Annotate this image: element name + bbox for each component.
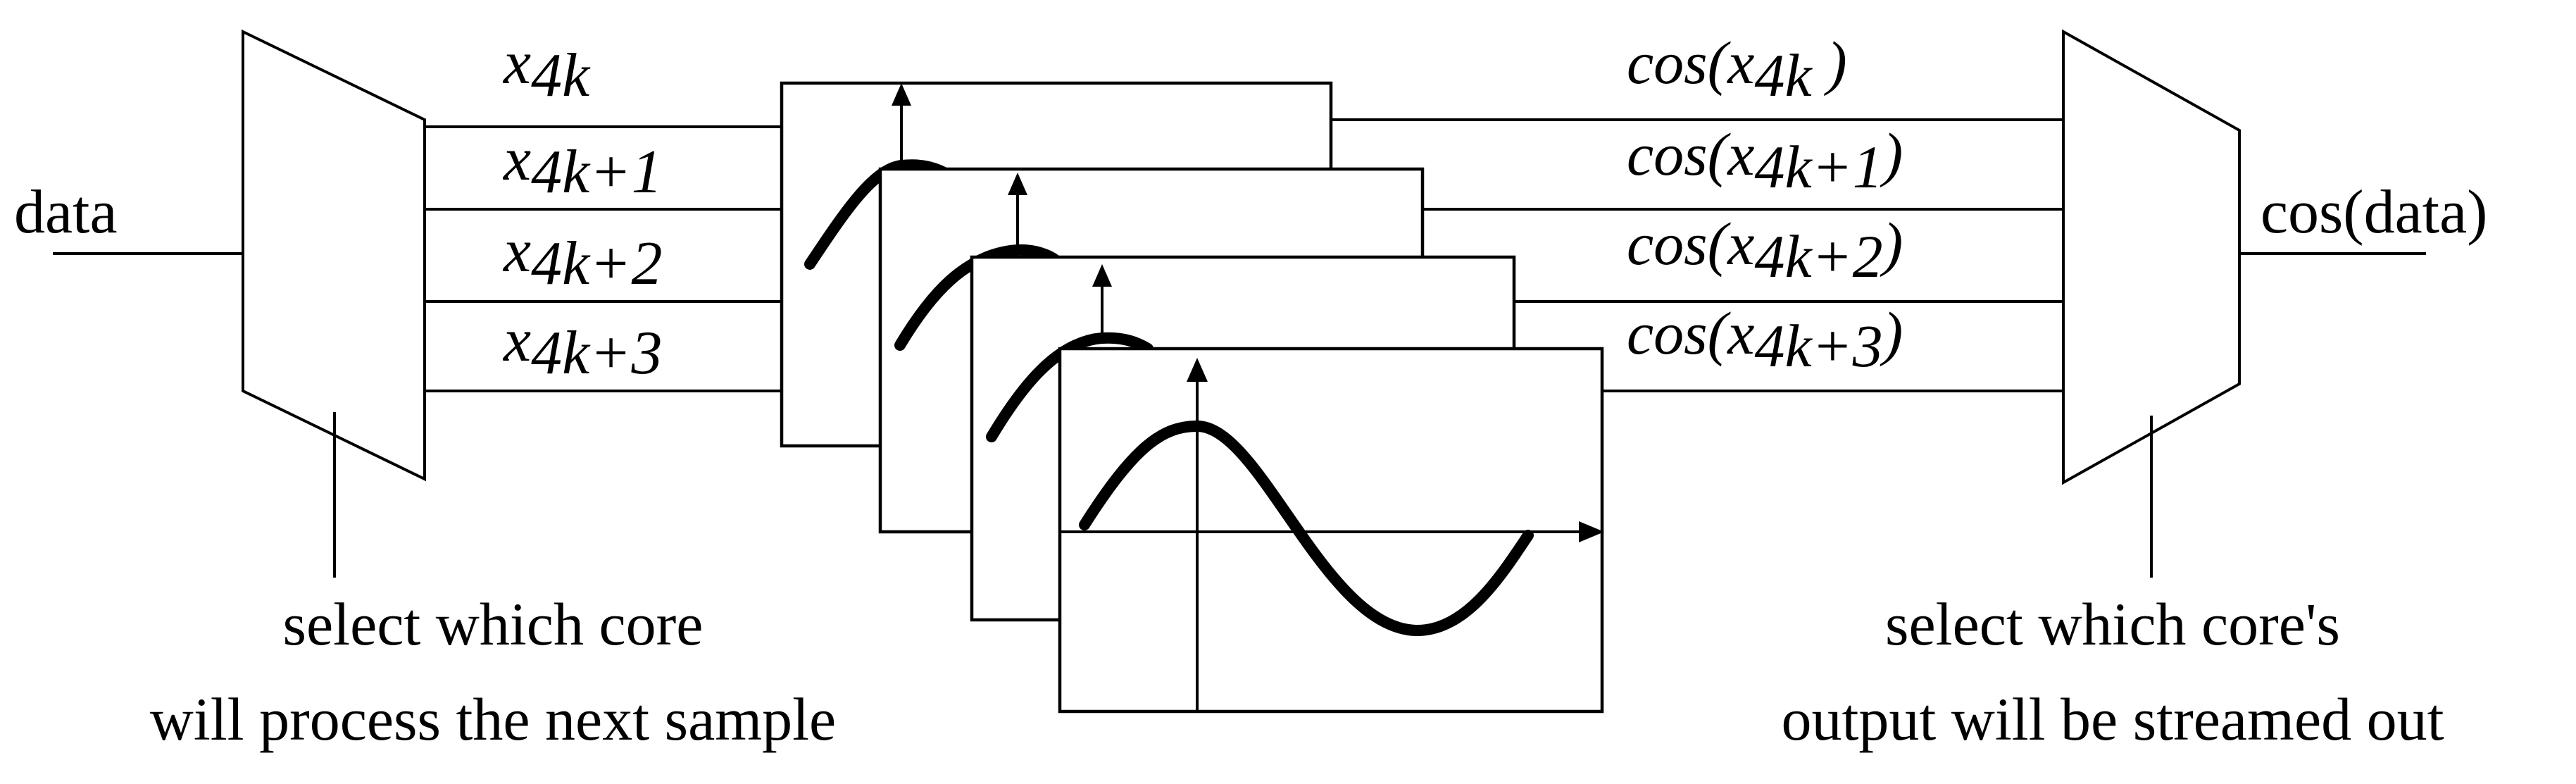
core-3-arrowhead-icon bbox=[1092, 264, 1112, 287]
input-label-0: x4k bbox=[502, 29, 591, 110]
core-4 bbox=[1058, 347, 1604, 714]
core-1-arrowhead-icon bbox=[892, 83, 911, 106]
input-demux bbox=[242, 29, 426, 482]
cosine-wave-icon bbox=[1079, 420, 1534, 637]
output-select-caption-line1: select which core's bbox=[1885, 590, 2340, 658]
input-select-caption-line1: select which core bbox=[283, 590, 704, 658]
core-2-arrowhead-icon bbox=[1008, 173, 1027, 195]
output-label-3: cos(x4k+3) bbox=[1627, 299, 1903, 380]
data-input-label: data bbox=[14, 178, 118, 247]
core-4-frame bbox=[1058, 347, 1604, 714]
output-label-2: cos(x4k+2) bbox=[1627, 210, 1903, 290]
output-label-0: cos(x4k ) bbox=[1627, 29, 1847, 109]
output-label-1: cos(x4k+1) bbox=[1627, 120, 1903, 201]
input-label-1: x4k+1 bbox=[502, 125, 663, 206]
input-label-2: x4k+2 bbox=[502, 217, 663, 298]
cos-output-label: cos(data) bbox=[2261, 178, 2487, 247]
input-select-caption-line2: will process the next sample bbox=[150, 685, 836, 753]
core-4-x-arrowhead-icon bbox=[1579, 521, 1604, 542]
cosine-wave-icon bbox=[986, 332, 1153, 442]
input-label-3: x4k+3 bbox=[502, 306, 663, 387]
core-4-y-arrowhead-icon bbox=[1187, 358, 1208, 382]
output-mux bbox=[2062, 29, 2241, 485]
output-select-caption-line2: output will be streamed out bbox=[1781, 685, 2444, 753]
